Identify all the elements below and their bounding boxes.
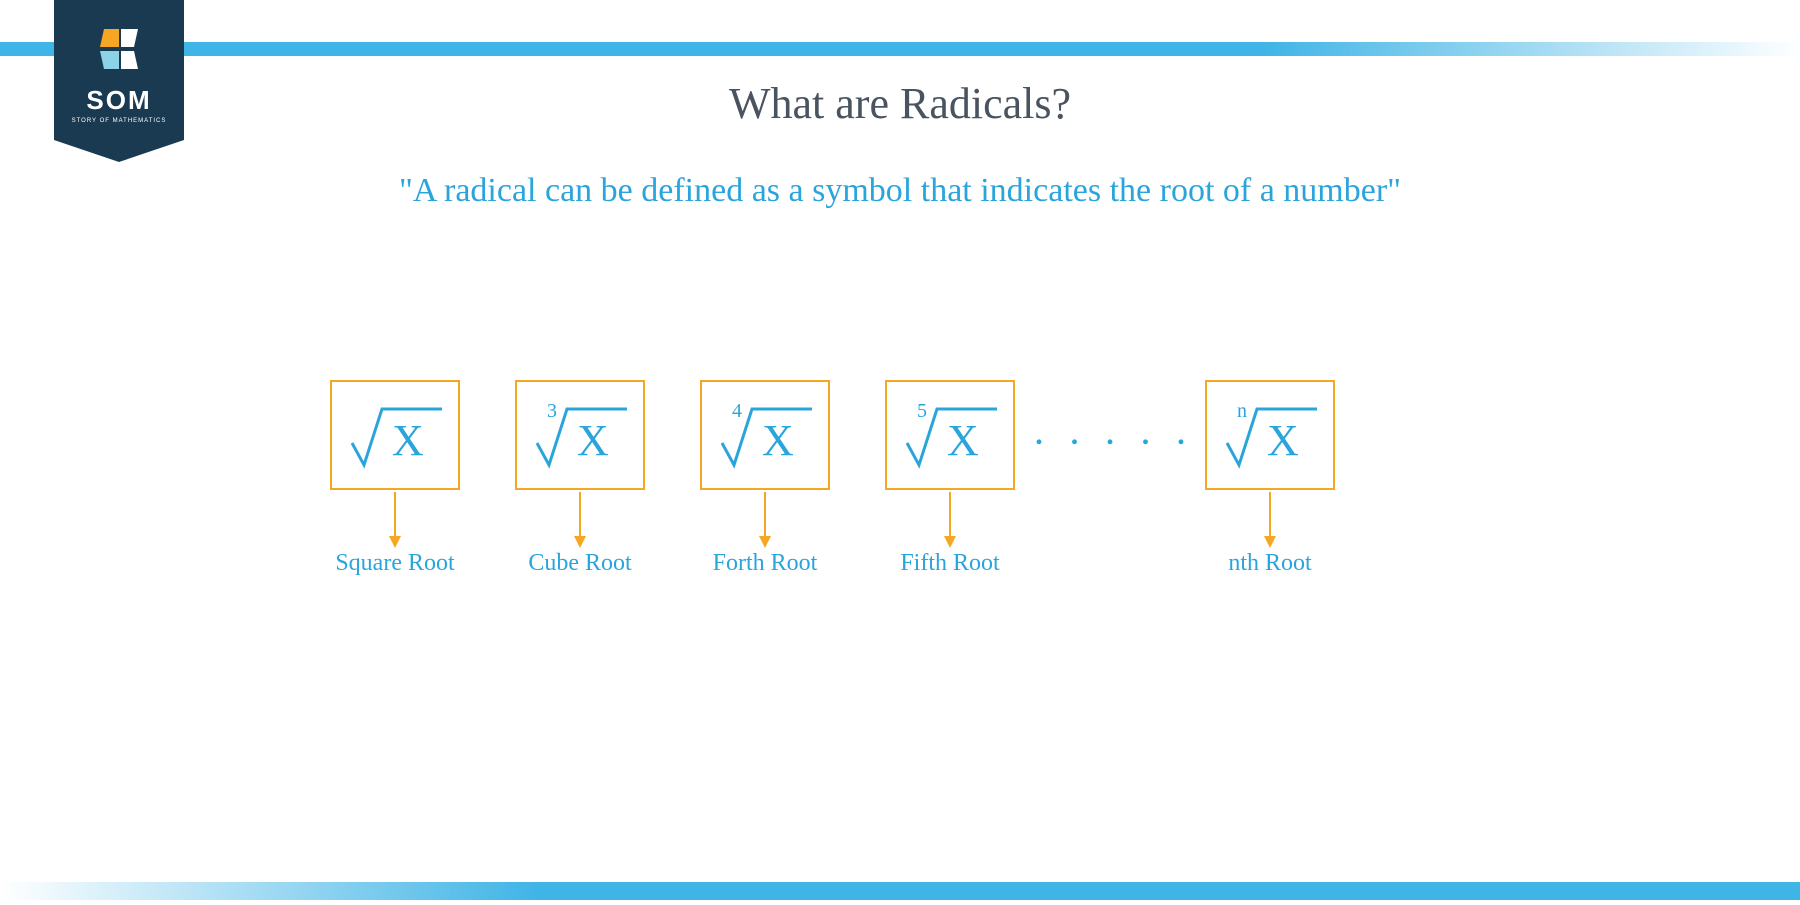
radicals-row: X Square Root 3 X Cube Root 4 X [330,380,1335,577]
logo-tail [54,140,184,162]
dot: . [1177,418,1185,452]
svg-text:5: 5 [917,400,927,422]
svg-text:X: X [762,416,794,465]
radical-label: Fifth Root [900,550,999,577]
dot: . [1142,418,1150,452]
radical-item-fourth: 4 X Forth Root [700,380,830,577]
logo-text: SOM [86,85,151,116]
logo-badge: SOM STORY OF MATHEMATICS [54,0,184,160]
dot: . [1106,418,1114,452]
radical-icon: X [340,395,450,475]
ellipsis-dots: . . . . . [1015,380,1205,490]
logo-body: SOM STORY OF MATHEMATICS [54,0,184,140]
arrow-down-icon [570,490,590,550]
radical-box: 5 X [885,380,1015,490]
logo-mark-icon [94,25,144,75]
radical-label: Cube Root [528,550,631,577]
logo-subtext: STORY OF MATHEMATICS [72,118,167,124]
svg-text:X: X [392,416,424,465]
arrow-down-icon [385,490,405,550]
svg-text:4: 4 [732,400,742,422]
radical-icon: 4 X [710,395,820,475]
dot: . [1035,418,1043,452]
bottom-gradient-bar [0,882,1800,900]
svg-text:3: 3 [547,400,557,422]
radical-box: 3 X [515,380,645,490]
svg-text:X: X [577,416,609,465]
svg-text:n: n [1237,400,1247,422]
radical-label: Square Root [335,550,454,577]
page-title: What are Radicals? [0,78,1800,129]
radical-icon: n X [1215,395,1325,475]
radical-box: 4 X [700,380,830,490]
arrow-down-icon [940,490,960,550]
definition-text: "A radical can be defined as a symbol th… [0,172,1800,210]
radical-label: Forth Root [713,550,818,577]
radical-item-fifth: 5 X Fifth Root [885,380,1015,577]
radical-icon: 3 X [525,395,635,475]
radical-icon: 5 X [895,395,1005,475]
radical-item-square: X Square Root [330,380,460,577]
radical-item-nth: n X nth Root [1205,380,1335,577]
arrow-down-icon [1260,490,1280,550]
radical-box: X [330,380,460,490]
svg-text:X: X [1267,416,1299,465]
top-gradient-bar [0,42,1800,56]
arrow-down-icon [755,490,775,550]
radical-label: nth Root [1228,550,1311,577]
svg-text:X: X [947,416,979,465]
dot: . [1071,418,1079,452]
radical-box: n X [1205,380,1335,490]
radical-item-cube: 3 X Cube Root [515,380,645,577]
